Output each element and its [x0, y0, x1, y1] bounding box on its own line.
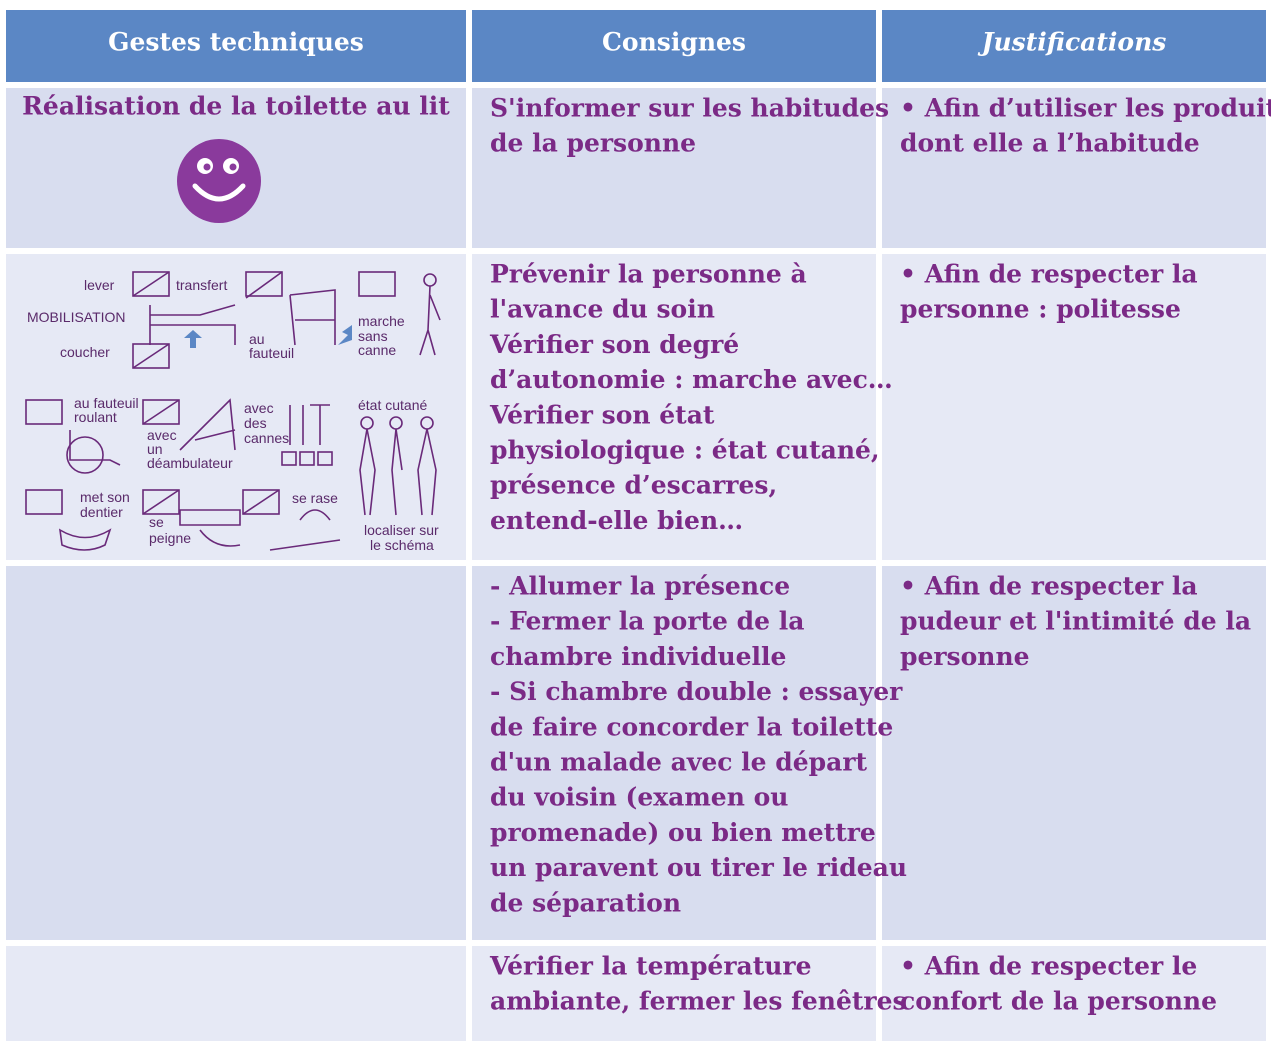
consigne: - Fermer la porte de la: [490, 607, 804, 636]
consigne: d'un malade avec le départ: [490, 748, 868, 777]
justification: personne: [900, 642, 1030, 671]
illustration-label: cannes: [244, 430, 289, 446]
illustration-label: se: [149, 514, 164, 530]
consigne: entend-elle bien…: [490, 506, 743, 535]
consigne: - Allumer la présence: [490, 572, 790, 601]
cell-bg: [472, 946, 876, 1041]
consigne: Prévenir la personne à: [490, 260, 807, 289]
consigne: chambre individuelle: [490, 642, 786, 671]
justification: • Afin de respecter le: [900, 952, 1197, 981]
illustration-label: le schéma: [370, 537, 434, 553]
justification: personne : politesse: [900, 295, 1181, 324]
illustration-label: lever: [84, 277, 115, 293]
illustration-label: avec: [147, 427, 177, 443]
consigne: l'avance du soin: [490, 295, 715, 324]
consigne: d’autonomie : marche avec…: [490, 365, 893, 394]
cell-bg: [472, 566, 876, 940]
consigne: un paravent ou tirer le rideau: [490, 853, 907, 882]
header-cell: [6, 10, 466, 82]
justification: • Afin de respecter la: [900, 572, 1198, 601]
illustration-label: met son: [80, 489, 130, 505]
illustration-label: coucher: [60, 344, 110, 360]
illustration-label: se rase: [292, 490, 338, 506]
cell-bg: [882, 254, 1266, 560]
consigne: ambiante, fermer les fenêtres: [490, 987, 907, 1016]
illustration-label: dentier: [80, 504, 123, 520]
illustration-label: état cutané: [358, 397, 427, 413]
illustration-label: localiser sur: [364, 522, 439, 538]
illustration: [25, 271, 441, 551]
header-cell: [882, 10, 1266, 82]
justification: dont elle a l’habitude: [900, 129, 1200, 158]
cell-bg: [882, 566, 1266, 940]
consigne: Vérifier son degré: [489, 330, 739, 359]
illustration-label: roulant: [74, 409, 117, 425]
consigne: de faire concorder la toilette: [490, 712, 893, 741]
cell-bg: [472, 88, 876, 248]
illustration-label: avec: [244, 400, 274, 416]
consigne: du voisin (examen ou: [490, 783, 788, 812]
header-label: Gestes techniques: [108, 28, 364, 57]
illustration-label: marche: [358, 313, 405, 329]
header-label: Justifications: [978, 28, 1167, 57]
cell-bg: [6, 566, 466, 940]
consigne: S'informer sur les habitudes: [490, 94, 889, 123]
consigne: de la personne: [490, 129, 696, 158]
justification: confort de la personne: [900, 987, 1217, 1016]
illustration-label: transfert: [176, 277, 227, 293]
illustration-label: fauteuil: [249, 345, 294, 361]
cell-bg: [472, 254, 876, 560]
consigne: physiologique : état cutané,: [490, 436, 880, 465]
header-label: Consignes: [602, 28, 746, 57]
justification: pudeur et l'intimité de la: [900, 607, 1251, 636]
consigne: Vérifier son état: [489, 400, 715, 429]
cell-bg: [6, 254, 466, 560]
consigne: - Si chambre double : essayer: [490, 677, 903, 706]
justification: • Afin d’utiliser les produits: [900, 94, 1271, 123]
consigne: de séparation: [490, 888, 681, 917]
illustration-label: sans: [358, 328, 388, 344]
illustration-label: déambulateur: [147, 455, 233, 471]
smiley: [177, 139, 261, 223]
gesture: Réalisation de la toilette au lit: [22, 92, 450, 121]
consigne: présence d’escarres,: [490, 471, 777, 500]
illustration-label: des: [244, 415, 267, 431]
justification: • Afin de respecter la: [900, 260, 1198, 289]
illustration-label: au fauteuil: [74, 395, 139, 411]
illustration-label: canne: [358, 342, 396, 358]
cell-bg: [882, 946, 1266, 1041]
cell-bg: [882, 88, 1266, 248]
illustration-label: peigne: [149, 530, 191, 546]
header-cell: [472, 10, 876, 82]
illustration-label: un: [147, 441, 163, 457]
consigne: promenade) ou bien mettre: [490, 818, 876, 847]
illustration-label: au: [249, 331, 265, 347]
consigne: Vérifier la température: [489, 952, 812, 981]
cell-bg: [6, 946, 466, 1041]
illustration-label: MOBILISATION: [27, 309, 126, 325]
